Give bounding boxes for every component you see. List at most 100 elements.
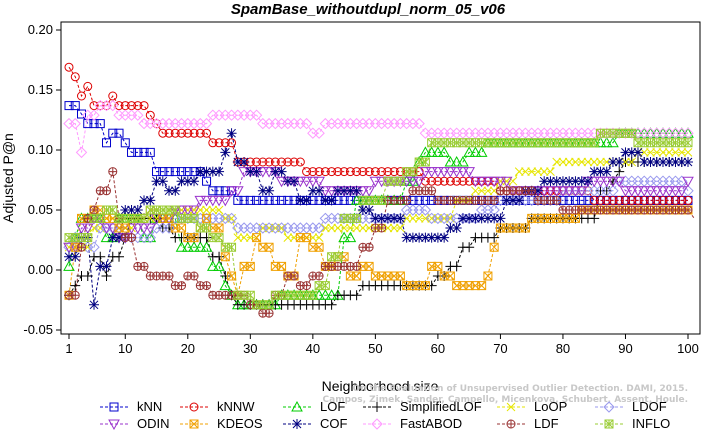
data-point (283, 233, 293, 242)
data-point (107, 232, 118, 243)
data-point (507, 195, 518, 206)
data-point (644, 127, 657, 138)
data-point (683, 205, 693, 215)
data-point (139, 147, 149, 157)
data-point (276, 166, 287, 177)
data-point (669, 186, 682, 197)
data-point (614, 157, 625, 167)
data-point (264, 185, 275, 196)
data-point (352, 271, 362, 281)
x-axis: 1 10 20 30 40 50 60 70 80 90 100 (65, 334, 699, 356)
data-point (177, 281, 187, 291)
data-point (419, 167, 432, 178)
data-point (226, 128, 237, 139)
data-point (295, 195, 306, 206)
data-point (663, 186, 676, 197)
data-point (214, 251, 225, 262)
data-point (413, 117, 425, 130)
legend-item-kdeos: KDEOS (180, 416, 263, 431)
data-point (202, 281, 212, 291)
data-point (657, 186, 669, 197)
data-point (157, 176, 168, 187)
data-point (364, 167, 374, 177)
data-point (625, 186, 638, 197)
data-point (533, 167, 543, 176)
data-point (95, 119, 105, 129)
data-point (189, 233, 199, 243)
data-point (208, 138, 218, 148)
plot-frame (60, 21, 701, 335)
data-point (75, 223, 88, 235)
data-point (270, 166, 281, 177)
data-point (477, 281, 487, 291)
data-point (595, 166, 606, 177)
data-point (657, 157, 668, 167)
data-point (445, 223, 456, 233)
x-axis-label: Neighborhood size (322, 378, 439, 394)
data-point (239, 233, 249, 242)
data-point (127, 233, 137, 243)
data-point (414, 232, 425, 243)
data-point (151, 176, 162, 187)
data-point (419, 204, 432, 216)
legend-label: KDEOS (217, 416, 263, 431)
data-point (469, 146, 482, 157)
data-point (557, 176, 568, 187)
data-point (600, 136, 613, 148)
data-point (539, 176, 550, 187)
data-point (127, 147, 137, 157)
legend-label: INFLO (632, 416, 670, 431)
data-point (650, 186, 663, 197)
data-point (82, 271, 93, 281)
data-point (258, 195, 268, 205)
data-point (245, 261, 255, 271)
data-point (108, 167, 118, 177)
data-point (464, 242, 475, 253)
legend-marker (292, 419, 302, 429)
data-point (144, 231, 157, 243)
data-point (419, 127, 432, 139)
data-point (95, 261, 106, 272)
data-point (202, 223, 212, 233)
data-point (389, 223, 399, 233)
data-point (501, 195, 512, 206)
data-point (358, 223, 368, 233)
data-point (139, 101, 149, 111)
data-point (632, 147, 643, 158)
data-point (102, 138, 112, 148)
data-point (401, 232, 412, 243)
data-point (220, 252, 230, 262)
data-point (451, 261, 462, 272)
data-point (663, 127, 676, 138)
data-point (377, 195, 387, 205)
data-point (364, 261, 374, 271)
data-point (476, 213, 487, 224)
data-point (139, 213, 149, 223)
data-point (131, 223, 144, 235)
data-point (195, 166, 206, 177)
data-point (208, 205, 218, 215)
data-point (557, 186, 569, 197)
data-point (220, 138, 230, 148)
data-point (282, 176, 293, 187)
data-point (569, 186, 582, 197)
data-point (164, 271, 174, 281)
data-point (607, 176, 619, 188)
data-point (638, 127, 651, 138)
data-point (88, 241, 100, 253)
data-point (425, 146, 438, 157)
data-point (188, 205, 200, 217)
data-point (682, 127, 694, 138)
data-point (188, 241, 200, 252)
data-point (627, 157, 637, 167)
data-point (357, 205, 368, 215)
data-point (370, 213, 381, 224)
data-point (475, 146, 488, 157)
data-point (502, 176, 512, 186)
data-point (683, 148, 693, 157)
data-point (607, 157, 618, 167)
data-point (677, 148, 687, 157)
data-point (83, 81, 93, 91)
data-point (426, 232, 437, 243)
